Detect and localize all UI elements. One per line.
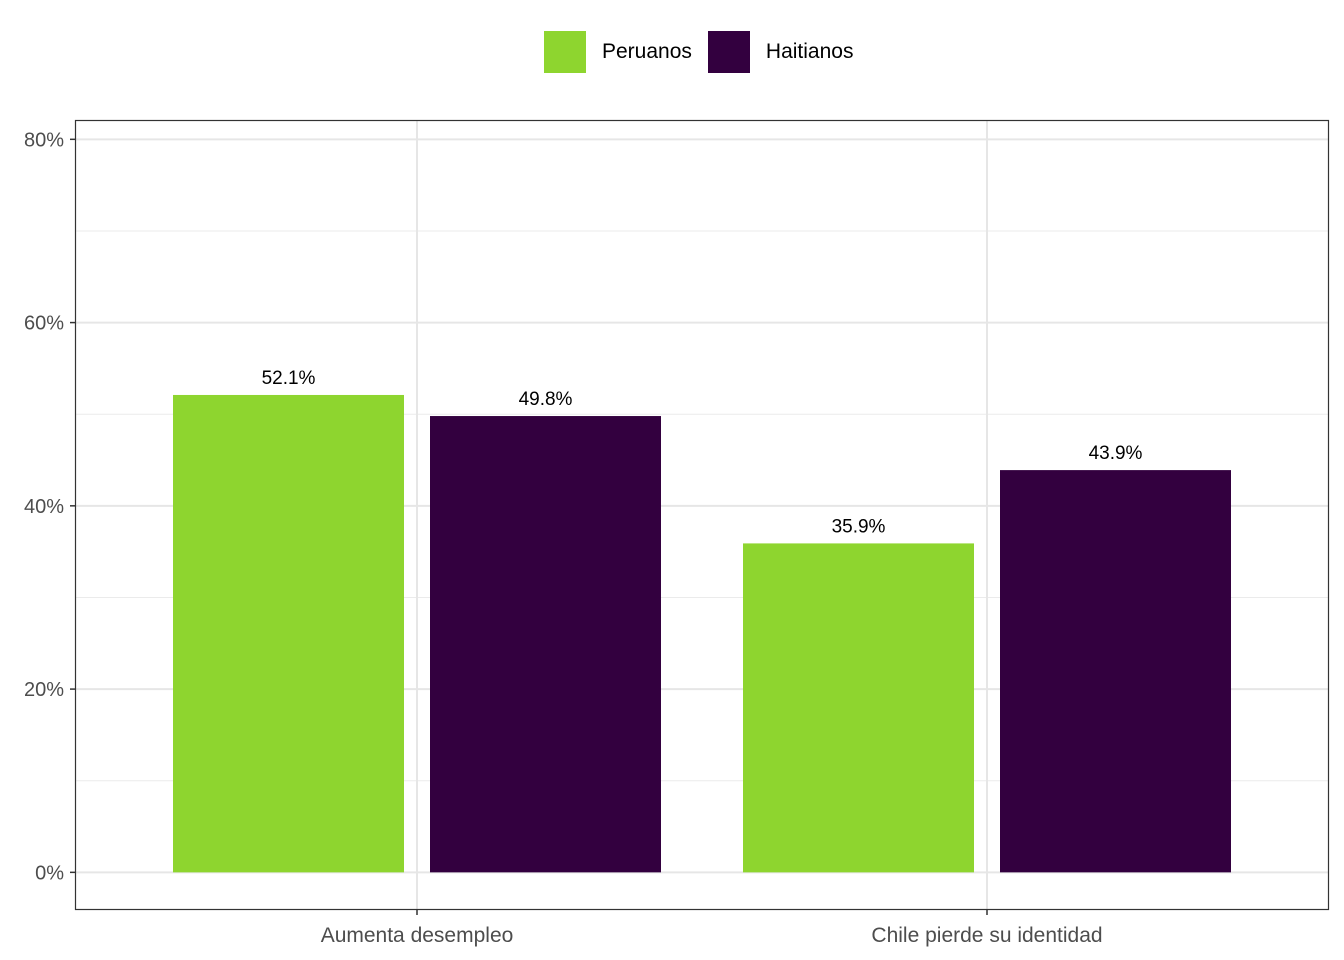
x-tick-label: Aumenta desempleo bbox=[321, 924, 514, 947]
bar-haitianos-2 bbox=[1000, 470, 1231, 873]
legend-item-haitianos: Haitianos bbox=[707, 31, 854, 73]
legend-key-haitianos bbox=[707, 31, 750, 73]
bar-value-label: 35.9% bbox=[832, 516, 886, 537]
legend-label-haitianos: Haitianos bbox=[765, 40, 854, 63]
y-tick-label: 0% bbox=[35, 862, 64, 884]
y-tick-label: 40% bbox=[24, 496, 64, 518]
x-tick-label: Chile pierde su identidad bbox=[871, 924, 1102, 947]
bar-value-label: 52.1% bbox=[262, 368, 316, 389]
y-tick-label: 20% bbox=[24, 679, 64, 701]
y-tick-label: 60% bbox=[24, 313, 64, 335]
bar-labels: 52.1% 35.9% 49.8% 43.9% bbox=[262, 368, 1143, 537]
bars bbox=[173, 394, 1231, 873]
legend: Peruanos Haitianos bbox=[544, 31, 869, 73]
y-axis: 0% 20% 40% 60% 80% bbox=[24, 129, 76, 884]
bar-value-label: 43.9% bbox=[1089, 443, 1143, 464]
panel-border bbox=[74, 119, 1330, 911]
legend-key-peruanos bbox=[544, 31, 586, 73]
bar-peruanos-2 bbox=[743, 543, 974, 873]
x-axis: Aumenta desempleo Chile pierde su identid… bbox=[321, 909, 1103, 947]
y-tick-label: 80% bbox=[24, 129, 64, 151]
bar-peruanos-1 bbox=[173, 394, 404, 873]
legend-item-peruanos: Peruanos bbox=[544, 31, 692, 73]
legend-label-peruanos: Peruanos bbox=[602, 40, 692, 63]
bar-value-label: 49.8% bbox=[519, 389, 573, 410]
bar-haitianos-1 bbox=[430, 416, 661, 873]
